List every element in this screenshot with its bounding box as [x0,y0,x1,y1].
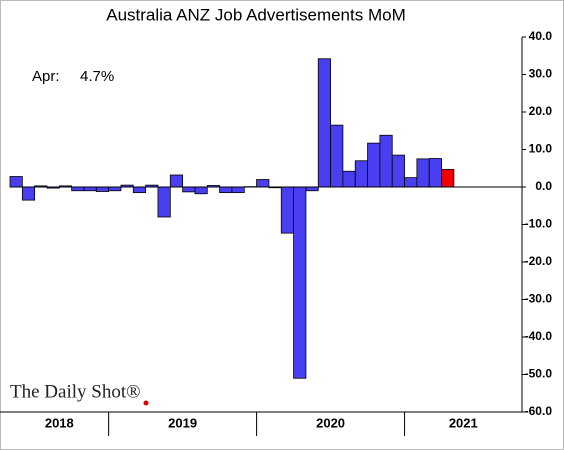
y-tick-label: 20.0 [529,104,553,118]
bar [157,186,171,218]
y-tick-label: -20.0 [525,254,553,268]
watermark-dot [143,400,149,406]
y-tick-label: -30.0 [525,292,553,306]
bar [280,186,294,234]
y-tick-label: -10.0 [525,217,553,231]
bar [391,154,405,188]
y-tick-label: 40.0 [529,29,553,43]
year-label: 2018 [45,415,74,430]
y-tick-label: -40.0 [525,329,553,343]
bar [342,170,356,188]
bar [428,158,442,188]
bar [231,186,245,194]
annotation-label: Apr: [32,68,60,85]
bar [9,176,23,188]
year-label: 2019 [168,415,197,430]
y-tick-label: -60.0 [525,404,553,418]
bar [182,186,196,193]
year-label: 2021 [449,415,478,430]
bar [194,186,208,195]
bar [132,186,147,194]
bar [354,160,368,188]
watermark: The Daily Shot® [10,381,141,402]
bar [21,186,36,201]
bar [379,134,393,188]
year-label: 2020 [316,415,345,430]
y-tick-label: 0.0 [535,179,552,193]
bar [367,142,381,188]
y-tick-label: 10.0 [529,142,553,156]
bar [95,186,110,192]
bar [71,186,85,192]
chart-title: Australia ANZ Job Advertisements MoM [106,5,406,24]
bar [219,186,233,194]
bar [169,174,184,188]
bar [317,58,331,188]
bar [305,186,319,192]
bar [293,186,307,379]
bar [441,168,455,188]
annotation-value: 4.7% [80,68,114,85]
y-tick-label: -50.0 [525,367,553,381]
bar [416,158,430,188]
bar [330,124,344,188]
bar [108,186,122,192]
y-tick-label: 30.0 [529,67,553,81]
bar [404,177,418,188]
bar [256,179,270,188]
bar [83,186,97,192]
